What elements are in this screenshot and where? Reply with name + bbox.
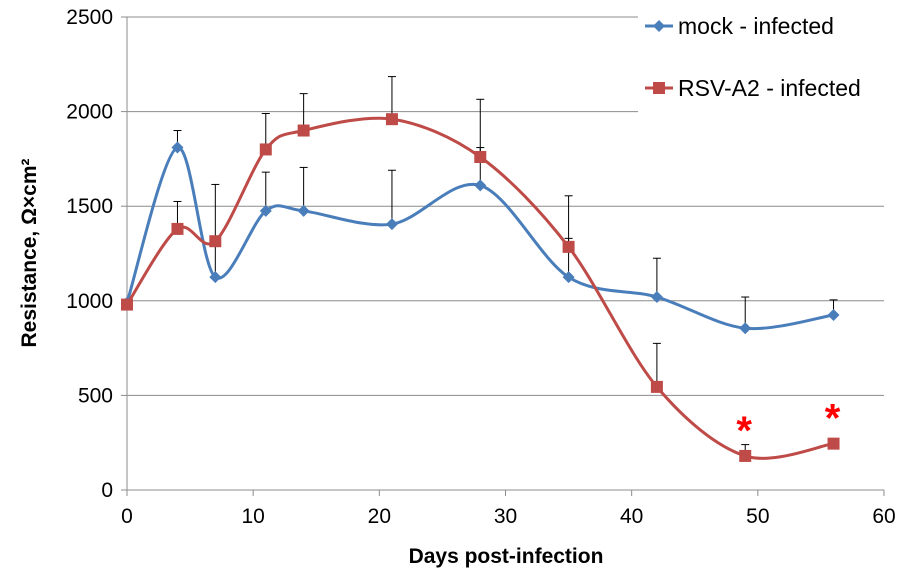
data-point-mock-56 — [827, 308, 840, 321]
data-points — [121, 113, 840, 462]
data-point-rsv-56 — [827, 437, 840, 450]
y-axis-title: Resistance, Ω×cm² — [18, 158, 41, 347]
data-point-mock-21 — [385, 218, 398, 231]
tick-label-y-1500: 1500 — [66, 195, 113, 218]
legend-label-rsv: RSV-A2 - infected — [678, 75, 861, 101]
x-axis-title: Days post-infection — [409, 545, 604, 568]
tick-label-x-20: 20 — [368, 505, 391, 528]
tick-label-x-0: 0 — [121, 505, 133, 528]
tick-label-x-50: 50 — [746, 505, 769, 528]
data-point-mock-14 — [297, 204, 310, 217]
legend-marker-mock — [653, 20, 665, 32]
data-point-rsv-21 — [385, 113, 398, 126]
tick-label-y-2000: 2000 — [66, 101, 113, 124]
tick-label-x-40: 40 — [620, 505, 643, 528]
tick-label-y-1000: 1000 — [66, 290, 113, 313]
data-point-mock-4 — [171, 141, 184, 154]
axes — [121, 16, 885, 496]
tick-label-x-10: 10 — [241, 505, 264, 528]
data-point-mock-35 — [562, 271, 575, 284]
significance-annotations: * * — [736, 397, 840, 453]
data-point-rsv-14 — [297, 124, 310, 137]
tick-label-y-0: 0 — [101, 479, 113, 502]
data-point-mock-11 — [259, 204, 272, 217]
legend-marker-rsv — [653, 82, 665, 94]
data-point-rsv-42 — [650, 380, 663, 393]
data-point-mock-7 — [209, 271, 222, 284]
legend-label-mock: mock - infected — [678, 13, 834, 39]
significance-asterisk-56: * — [825, 397, 841, 441]
data-point-mock-28 — [474, 179, 487, 192]
data-point-rsv-49 — [739, 449, 752, 462]
data-point-rsv-4 — [171, 222, 184, 235]
tick-label-x-30: 30 — [494, 505, 517, 528]
data-point-rsv-7 — [209, 235, 222, 248]
data-point-rsv-28 — [474, 151, 487, 164]
data-point-rsv-35 — [562, 240, 575, 253]
data-point-rsv-0 — [121, 298, 133, 311]
tick-label-y-500: 500 — [78, 384, 113, 407]
data-point-mock-49 — [739, 322, 752, 335]
tick-label-y-2500: 2500 — [66, 6, 113, 29]
legend-background — [638, 5, 900, 115]
data-point-rsv-11 — [259, 143, 272, 156]
data-point-mock-42 — [650, 291, 663, 304]
significance-asterisk-49: * — [736, 409, 752, 453]
legend: mock - infected RSV-A2 - infected — [638, 5, 900, 115]
tick-label-x-60: 60 — [872, 505, 895, 528]
tick-labels: 0 500 1000 1500 2000 2500 0 10 20 30 40 50 60 — [66, 6, 895, 528]
error-bars — [173, 76, 838, 456]
